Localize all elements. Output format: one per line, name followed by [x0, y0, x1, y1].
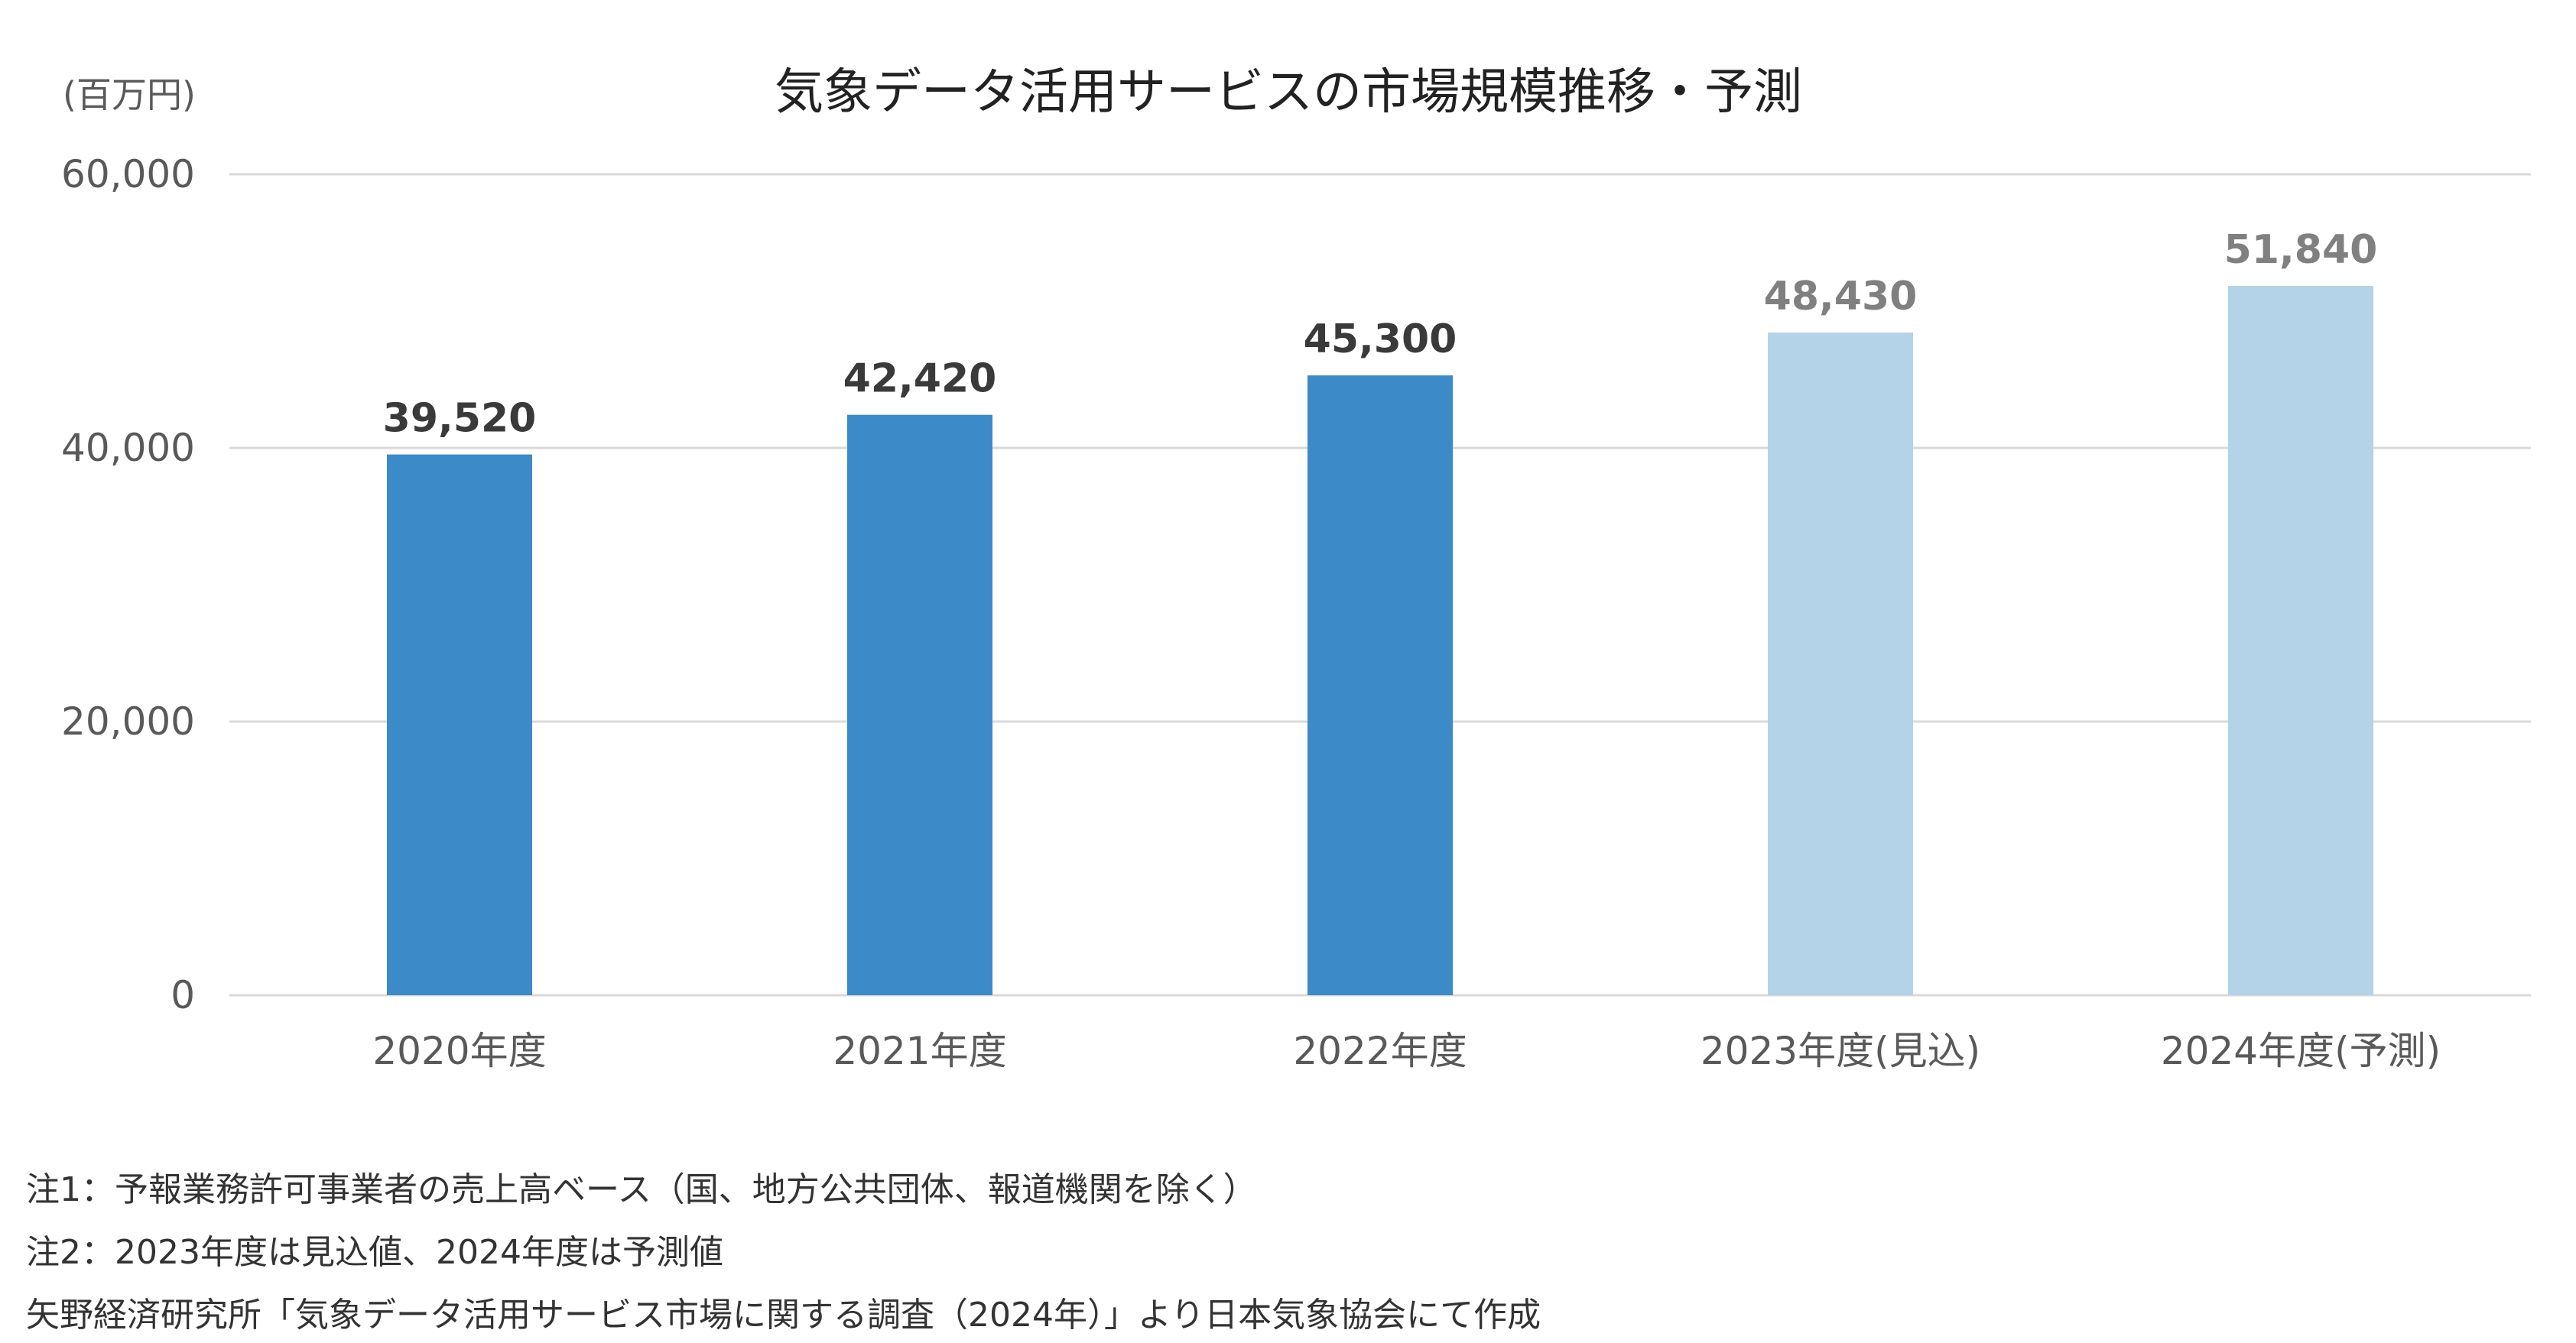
x-tick-label: 2020年度	[372, 1029, 546, 1073]
data-label: 48,430	[1764, 274, 1918, 320]
x-tick-label: 2022年度	[1293, 1029, 1467, 1073]
bar-4	[1768, 333, 1913, 995]
x-tick-label: 2024年度(予測)	[2161, 1029, 2441, 1073]
y-tick-label: 20,000	[61, 699, 195, 744]
y-tick-label: 40,000	[61, 426, 195, 470]
bar-2	[847, 414, 992, 995]
data-label: 45,300	[1304, 316, 1457, 362]
y-tick-label: 60,000	[61, 152, 195, 196]
bar-3	[1307, 375, 1453, 995]
x-tick-label: 2023年度(見込)	[1701, 1029, 1980, 1073]
bar-5	[2228, 286, 2373, 996]
note-2: 注2：2023年度は見込値、2024年度は予測値	[26, 1233, 723, 1272]
bar-1	[387, 454, 532, 995]
source-note: 矢野経済研究所「気象データ活用サービス市場に関する調査（2024年）」より日本気…	[26, 1296, 1541, 1335]
bar-chart: 気象データ活用サービスの市場規模推移・予測 (百万円) 0 20,000 40,000 6…	[61, 64, 2531, 1073]
data-label: 42,420	[843, 356, 997, 402]
note-1: 注1：予報業務許可事業者の売上高ベース（国、地方公共団体、報道機関を除く）	[26, 1170, 1257, 1209]
y-tick-label: 0	[171, 973, 195, 1017]
y-axis-unit-label: (百万円)	[63, 74, 196, 115]
chart-title: 気象データ活用サービスの市場規模推移・予測	[775, 64, 1802, 121]
x-tick-label: 2021年度	[833, 1029, 1006, 1073]
data-label: 39,520	[383, 396, 537, 442]
data-label: 51,840	[2224, 227, 2378, 273]
